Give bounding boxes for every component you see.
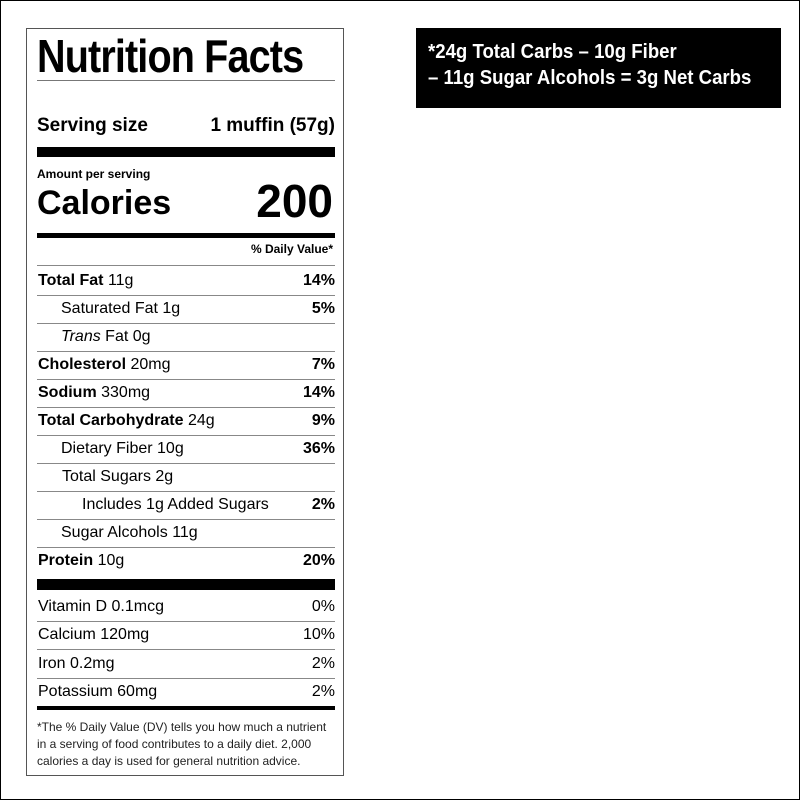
vitamin-daily-value: 2% bbox=[311, 654, 335, 672]
nutrient-row: Total Sugars 2g bbox=[37, 463, 335, 492]
vitamin-row: Calcium 120mg 10% bbox=[37, 621, 335, 651]
nutrient-name: Saturated Fat bbox=[61, 300, 158, 317]
nutrient-amount: 20mg bbox=[130, 356, 171, 373]
divider bbox=[37, 265, 335, 266]
nutrient-daily-value: 7% bbox=[311, 356, 335, 373]
label-title: Nutrition Facts bbox=[37, 30, 304, 82]
nutrient-row: Cholesterol 20mg 7% bbox=[37, 351, 335, 380]
vitamin-name: Calcium bbox=[38, 626, 96, 644]
nutrient-name: Sodium bbox=[38, 384, 97, 401]
nutrient-amount: 24g bbox=[187, 412, 215, 429]
nutrient-daily-value: 36% bbox=[302, 440, 335, 457]
vitamin-daily-value: 2% bbox=[311, 682, 335, 700]
vitamin-row: Iron 0.2mg 2% bbox=[37, 650, 335, 679]
thick-divider bbox=[37, 579, 335, 590]
nutrient-daily-value: 2% bbox=[311, 496, 335, 513]
nutrient-name: Total Sugars bbox=[62, 468, 151, 485]
vitamin-row: Vitamin D 0.1mcg 0% bbox=[37, 593, 335, 622]
vitamin-name: Potassium bbox=[38, 682, 113, 700]
nutrient-name: Sugar Alcohols bbox=[61, 524, 168, 541]
nutrient-row: Total Carbohydrate 24g 9% bbox=[37, 407, 335, 436]
nutrient-name: Dietary Fiber bbox=[61, 440, 153, 457]
vitamin-amount: 0.1mcg bbox=[111, 598, 164, 615]
divider bbox=[37, 80, 335, 81]
thick-divider bbox=[37, 147, 335, 157]
nutrient-row: Sugar Alcohols 11g bbox=[37, 519, 335, 548]
vitamin-name: Vitamin D bbox=[38, 598, 108, 615]
serving-size-value: 1 muffin (57g) bbox=[210, 115, 335, 136]
medium-divider bbox=[37, 706, 335, 710]
vitamin-row: Potassium 60mg 2% bbox=[37, 678, 335, 706]
net-carbs-line-1: *24g Total Carbs – 10g Fiber bbox=[428, 41, 677, 63]
nutrient-amount: 11g bbox=[107, 272, 134, 289]
nutrient-amount: 0g bbox=[132, 328, 151, 345]
vitamin-amount: 60mg bbox=[117, 682, 158, 700]
nutrient-row: Saturated Fat 1g 5% bbox=[37, 295, 335, 324]
vitamin-name: Iron bbox=[38, 654, 66, 672]
nutrient-name: Protein bbox=[38, 552, 94, 569]
nutrient-row: Sodium 330mg 14% bbox=[37, 379, 335, 408]
nutrient-daily-value: 5% bbox=[311, 300, 335, 317]
net-carbs-note: *24g Total Carbs – 10g Fiber – 11g Sugar… bbox=[416, 28, 781, 108]
nutrition-facts-label: Nutrition Facts Serving size 1 muffin (5… bbox=[26, 28, 344, 776]
medium-divider bbox=[37, 233, 335, 238]
nutrient-amount: 2g bbox=[155, 468, 174, 485]
nutrient-name: Trans bbox=[61, 328, 101, 345]
nutrient-name: Cholesterol bbox=[38, 356, 127, 373]
calories-value: 200 bbox=[256, 175, 333, 227]
nutrient-daily-value: 20% bbox=[302, 552, 335, 569]
serving-size-row: Serving size 1 muffin (57g) bbox=[37, 112, 335, 140]
net-carbs-line-2: – 11g Sugar Alcohols = 3g Net Carbs bbox=[428, 67, 752, 89]
nutrient-amount: 10g bbox=[157, 440, 184, 457]
nutrient-row: Trans Fat 0g bbox=[37, 323, 335, 352]
nutrient-daily-value: 9% bbox=[311, 412, 335, 429]
nutrient-daily-value: 14% bbox=[302, 272, 335, 289]
nutrient-row: Protein 10g 20% bbox=[37, 547, 335, 575]
nutrient-row: Includes 1g Added Sugars 2% bbox=[37, 491, 335, 520]
vitamin-amount: 120mg bbox=[100, 626, 150, 644]
nutrient-name-suffix: Fat bbox=[105, 328, 129, 345]
nutrient-row: Total Fat 11g 14% bbox=[37, 267, 335, 296]
vitamin-daily-value: 0% bbox=[311, 598, 335, 615]
vitamin-amount: 0.2mg bbox=[70, 654, 115, 672]
nutrient-amount: 1g bbox=[162, 300, 181, 317]
nutrient-amount: 330mg bbox=[101, 384, 151, 401]
amount-per-serving: Amount per serving bbox=[37, 167, 151, 181]
daily-value-header: % Daily Value* bbox=[250, 242, 333, 256]
nutrient-daily-value: 14% bbox=[302, 384, 335, 401]
serving-size-label: Serving size bbox=[37, 115, 148, 136]
nutrient-amount: 10g bbox=[97, 552, 125, 569]
nutrient-name: Total Carbohydrate bbox=[38, 412, 184, 429]
nutrient-amount: 11g bbox=[172, 524, 198, 541]
nutrient-name: Total Fat bbox=[38, 272, 104, 289]
vitamin-daily-value: 10% bbox=[302, 626, 335, 644]
calories-label: Calories bbox=[37, 184, 172, 222]
nutrient-name: Includes 1g Added Sugars bbox=[82, 496, 269, 513]
footnote: *The % Daily Value (DV) tells you how mu… bbox=[37, 720, 327, 768]
nutrient-row: Dietary Fiber 10g 36% bbox=[37, 435, 335, 464]
